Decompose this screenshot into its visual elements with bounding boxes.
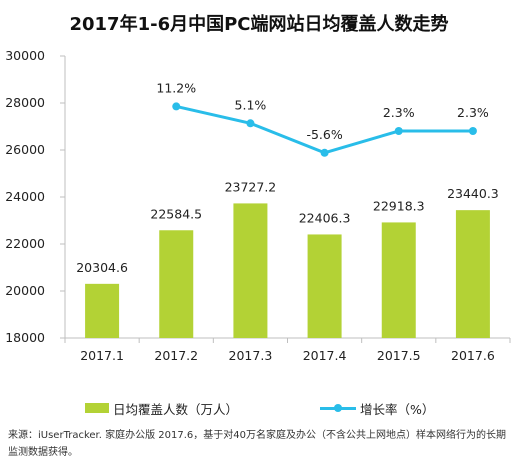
legend-label-bars: 日均覆盖人数（万人） (113, 401, 239, 417)
legend-label-line: 增长率（%） (360, 401, 435, 417)
legend-swatch-bar (85, 403, 109, 413)
y-tick-label: 20000 (5, 283, 45, 298)
growth-value-label: 5.1% (235, 97, 267, 112)
x-tick-label: 2017.5 (377, 348, 421, 363)
bar-value-label: 20304.6 (76, 260, 128, 275)
y-tick-label: 26000 (5, 142, 45, 157)
x-tick-label: 2017.3 (229, 348, 273, 363)
bar-value-label: 22406.3 (299, 210, 351, 225)
growth-value-label: 2.3% (383, 105, 415, 120)
growth-value-label: 11.2% (156, 80, 196, 95)
growth-point (468, 127, 477, 135)
bar (455, 210, 490, 338)
growth-value-label: -5.6% (306, 127, 342, 142)
bar-value-label: 23727.2 (225, 179, 277, 194)
y-tick-label: 30000 (5, 48, 45, 63)
growth-point (246, 119, 255, 128)
legend-swatch-line (320, 402, 356, 414)
chart-plot: 18000 20000 22000 24000 26000 28000 30000 20304… (5, 48, 511, 363)
x-tick-label: 2017.6 (451, 348, 495, 363)
bar-value-label: 22584.5 (150, 206, 202, 221)
source-note: 来源：iUserTracker. 家庭办公版 2017.6，基于对40万名家庭及… (8, 430, 506, 458)
x-tick-label: 2017.2 (154, 348, 198, 363)
legend-item-line: 增长率（%） (320, 398, 434, 418)
growth-point (172, 102, 181, 111)
bar-value-label: 23440.3 (447, 186, 499, 201)
growth-point (320, 148, 329, 157)
legend-item-bars: 日均覆盖人数（万人） (85, 398, 238, 418)
bar (233, 203, 268, 338)
chart-title: 2017年1-6月中国PC端网站日均覆盖人数走势 (69, 14, 449, 35)
growth-value-label: 2.3% (457, 105, 489, 120)
bar (159, 230, 194, 338)
y-tick-label: 18000 (5, 330, 45, 345)
bar (381, 222, 416, 338)
y-tick-label: 22000 (5, 236, 45, 251)
bar (307, 234, 342, 338)
bar (85, 283, 120, 338)
growth-point (394, 127, 403, 135)
x-tick-label: 2017.1 (80, 348, 124, 363)
y-tick-label: 28000 (5, 95, 45, 110)
bar-value-label: 22918.3 (373, 198, 425, 213)
x-tick-label: 2017.4 (303, 348, 347, 363)
y-tick-label: 24000 (5, 189, 45, 204)
